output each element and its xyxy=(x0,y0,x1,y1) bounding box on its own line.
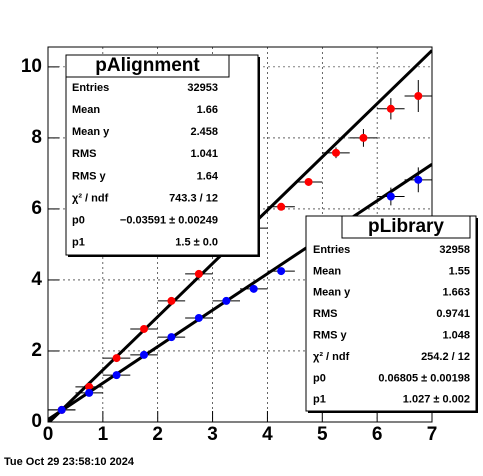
x-tick-label: 7 xyxy=(427,424,438,445)
data-point xyxy=(140,350,148,359)
data-point xyxy=(194,269,203,278)
stats-label: p1 xyxy=(313,394,326,406)
fit-line xyxy=(48,163,432,421)
y-tick-label: 4 xyxy=(31,269,42,290)
x-tick-label: 4 xyxy=(262,424,273,445)
x-tick-label: 1 xyxy=(98,424,109,445)
data-point xyxy=(386,192,395,201)
stats-value: 1.5 ± 0.0 xyxy=(175,237,218,249)
stats-value: 0.06805 ± 0.00198 xyxy=(378,372,470,384)
data-point xyxy=(140,324,148,333)
data-point xyxy=(112,354,121,363)
x-tick-label: 6 xyxy=(372,424,383,445)
stats-value: −0.03591 ± 0.00249 xyxy=(120,215,218,227)
stats-title: pAlignment xyxy=(95,55,200,76)
stats-value: 1.041 xyxy=(190,148,218,160)
stats-label: RMS y xyxy=(72,170,107,182)
stats-label: p1 xyxy=(72,237,85,249)
data-point xyxy=(249,284,258,293)
stats-label: Entries xyxy=(313,244,350,256)
y-tick-label: 0 xyxy=(31,411,42,432)
data-point xyxy=(386,104,395,113)
stats-value: 1.66 xyxy=(197,104,218,116)
stats-title: pLibrary xyxy=(368,216,444,237)
data-point xyxy=(57,405,66,414)
data-point xyxy=(222,296,231,305)
stats-title-box xyxy=(65,54,230,78)
y-tick-label: 2 xyxy=(31,340,42,361)
y-tick-label: 10 xyxy=(21,56,42,77)
x-tick-label: 5 xyxy=(317,424,328,445)
stats-label: χ² / ndf xyxy=(72,192,109,204)
stats-value: 254.2 / 12 xyxy=(421,351,470,363)
data-point xyxy=(332,148,340,157)
data-point xyxy=(359,133,368,142)
stats-label: Mean y xyxy=(313,287,351,299)
stats-label: RMS xyxy=(72,148,96,160)
stats-value: 32958 xyxy=(439,244,470,256)
y-tick-label: 8 xyxy=(31,127,42,148)
data-point xyxy=(167,333,176,342)
stats-value: 743.3 / 12 xyxy=(169,192,218,204)
stats-label: Mean xyxy=(72,104,100,116)
x-tick-label: 0 xyxy=(43,424,54,445)
stats-value: 32953 xyxy=(187,82,218,94)
stats-value: 1.55 xyxy=(449,265,470,277)
stats-value: 1.048 xyxy=(442,330,470,342)
stats-value: 1.64 xyxy=(197,170,219,182)
stats-label: χ² / ndf xyxy=(313,351,350,363)
data-point xyxy=(167,296,176,305)
stats-value: 2.458 xyxy=(190,126,218,138)
stats-label: RMS y xyxy=(313,330,348,342)
y-tick-label: 6 xyxy=(31,198,42,219)
stats-value: 0.9741 xyxy=(436,308,470,320)
data-point xyxy=(194,313,203,322)
stats-label: Entries xyxy=(72,82,109,94)
stats-label: p0 xyxy=(72,215,85,227)
stats-label: Mean y xyxy=(72,126,110,138)
data-point xyxy=(414,92,423,101)
x-tick-label: 2 xyxy=(152,424,163,445)
stats-box xyxy=(305,215,477,412)
stats-title-box xyxy=(341,215,471,239)
stats-label: Mean xyxy=(313,265,341,277)
data-point xyxy=(112,371,121,380)
stats-label: p0 xyxy=(313,372,326,384)
x-tick-label: 3 xyxy=(207,424,218,445)
data-point xyxy=(85,388,94,397)
data-point xyxy=(304,177,313,186)
data-point xyxy=(85,382,94,391)
data-point xyxy=(414,175,423,184)
data-point xyxy=(277,267,286,276)
stats-value: 1.663 xyxy=(442,287,470,299)
timestamp: Tue Oct 29 23:58:10 2024 xyxy=(4,456,135,468)
data-point xyxy=(277,202,286,211)
stats-value: 1.027 ± 0.002 xyxy=(403,394,470,406)
stats-label: RMS xyxy=(313,308,337,320)
